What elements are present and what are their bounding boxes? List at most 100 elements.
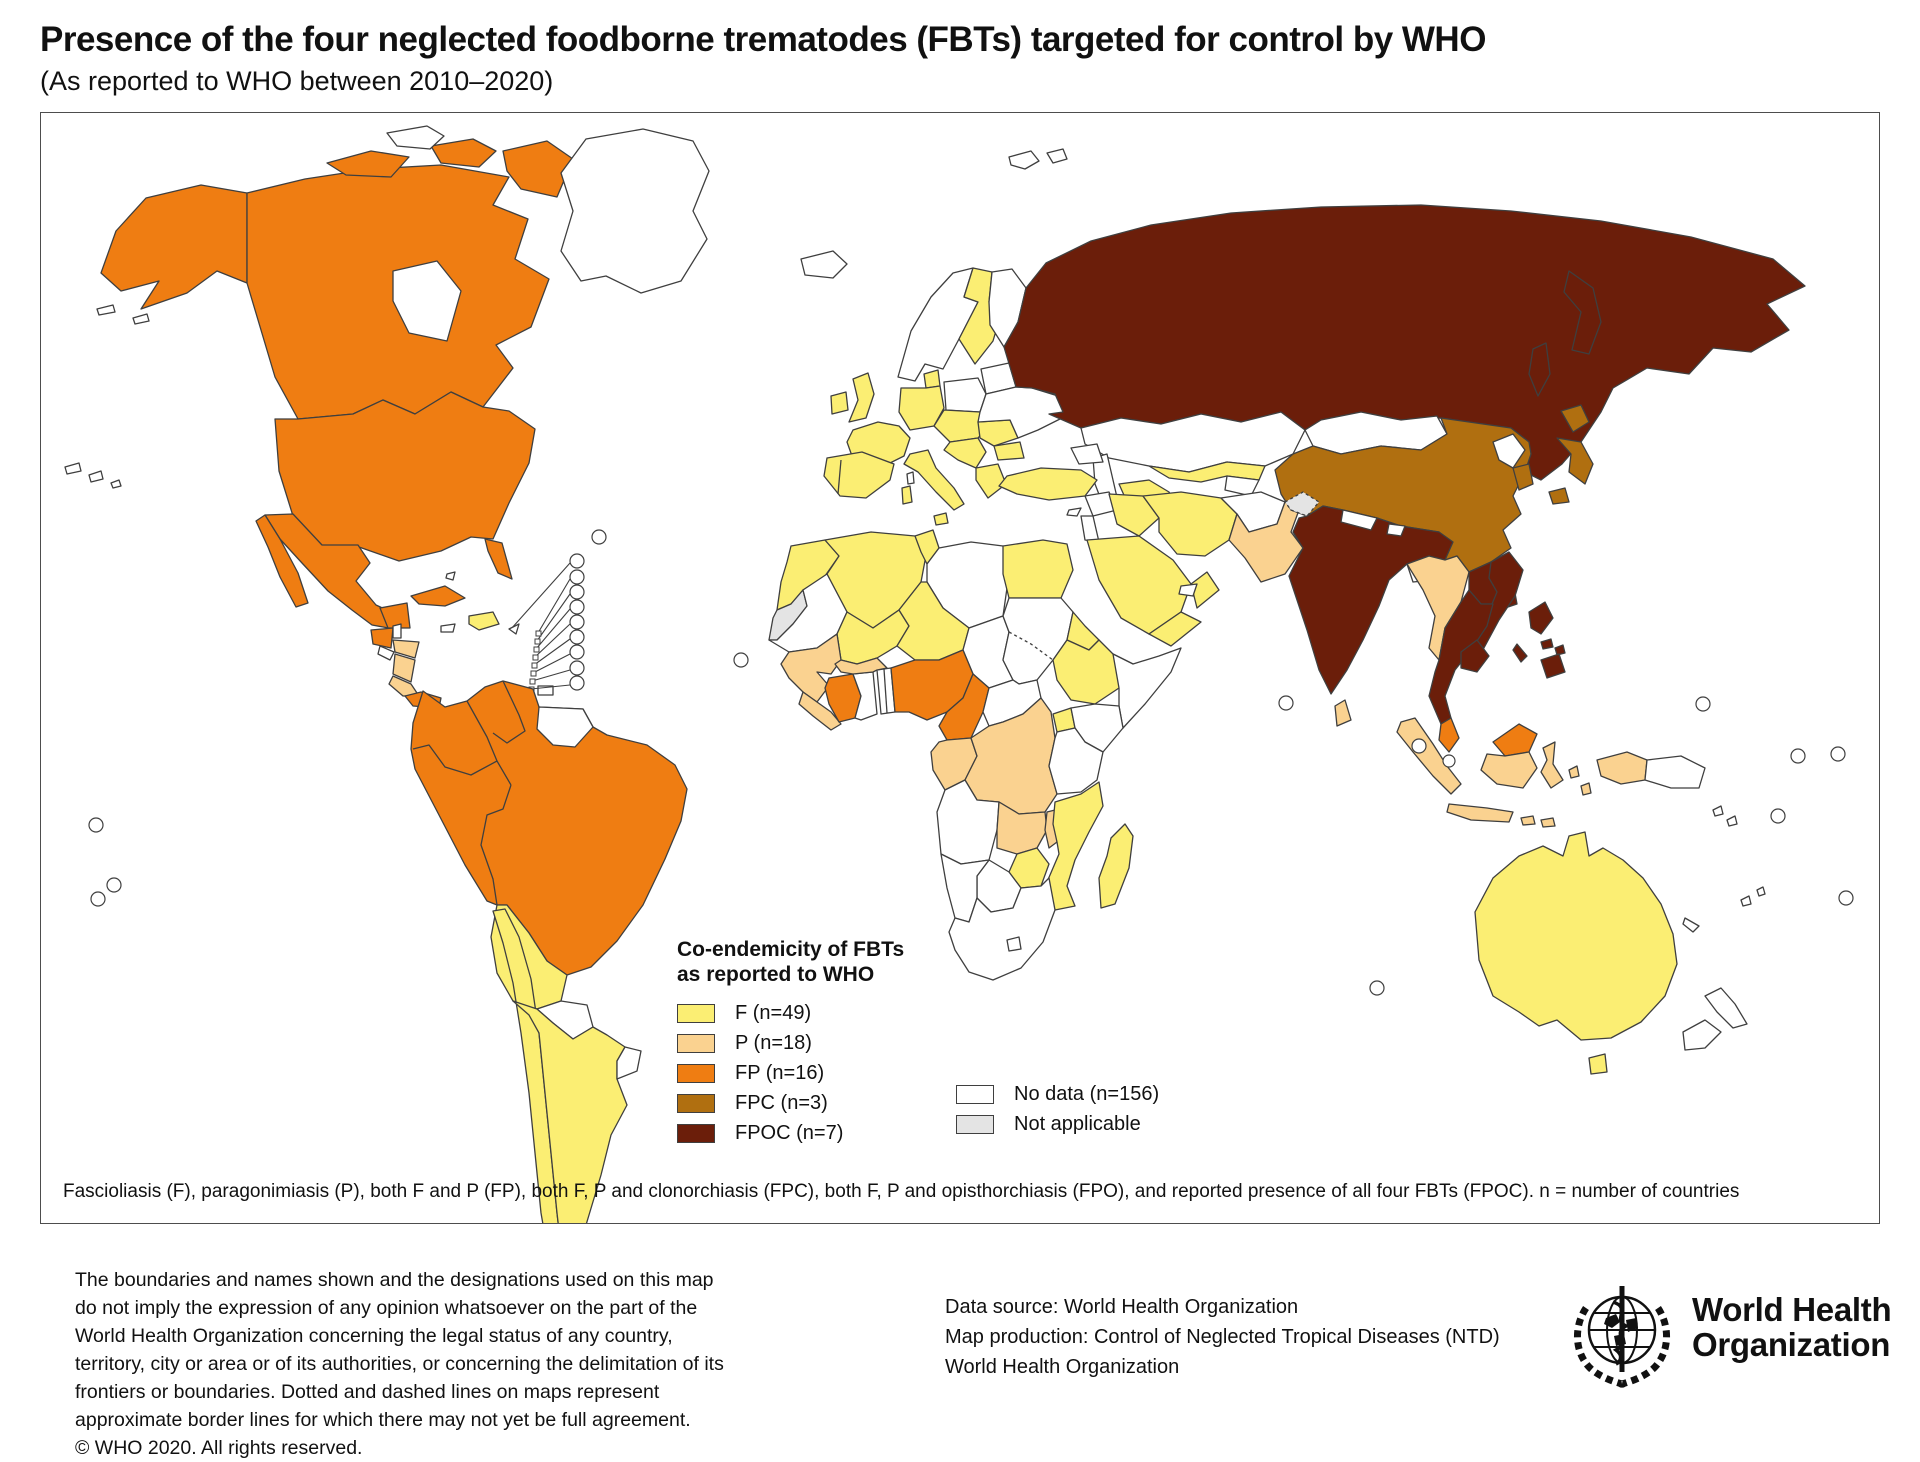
svalbard-1	[1008, 150, 1040, 170]
legend-title-line1: Co-endemicity of FBTs	[677, 938, 905, 961]
legend-row-na: Not applicable	[956, 1109, 1159, 1139]
western-balkans	[943, 437, 987, 469]
legend-row-F: F (n=49)	[677, 998, 904, 1028]
portugal-border	[837, 459, 842, 495]
country-greece	[975, 463, 1007, 499]
togo-benin-border	[883, 668, 888, 714]
south-america-fp-block	[410, 680, 688, 976]
legend-label-P: P (n=18)	[735, 1031, 812, 1054]
fiji-1	[1740, 895, 1752, 907]
arctic-island-3	[386, 125, 445, 150]
philippines-palawan	[1512, 643, 1528, 663]
country-italy	[903, 449, 965, 511]
copyright-text: © WHO 2020. All rights reserved.	[75, 1437, 363, 1459]
indonesia-sulawesi	[1540, 741, 1564, 789]
small-island-circles	[88, 529, 1854, 996]
iberia	[823, 451, 895, 499]
country-south-korea	[1512, 463, 1534, 491]
baffin-island	[502, 140, 574, 198]
fiji-2	[1756, 886, 1766, 897]
florida	[484, 538, 513, 580]
country-madagascar	[1098, 823, 1134, 909]
who-logo: World Health Organization	[1566, 1278, 1892, 1390]
country-bahamas	[445, 571, 456, 581]
country-honduras	[392, 639, 420, 659]
boundaries-disclaimer: The boundaries and names shown and the d…	[75, 1266, 737, 1462]
country-el-salvador	[377, 645, 395, 661]
hudson-bay	[392, 260, 462, 342]
country-kazakhstan	[1080, 411, 1306, 473]
corsica	[906, 471, 915, 485]
new-zealand-south	[1682, 1019, 1722, 1051]
country-iran	[1142, 491, 1238, 557]
japan-hokkaido	[1560, 404, 1590, 433]
moluccas-2	[1580, 782, 1592, 796]
sudan-dashed-border	[1008, 631, 1054, 661]
malaysia-borneo	[1492, 723, 1538, 757]
sardinia	[901, 485, 913, 505]
country-egypt	[1002, 539, 1074, 599]
arctic-island-2	[430, 138, 497, 168]
new-zealand-north	[1704, 987, 1748, 1029]
legend-row-FP: FP (n=16)	[677, 1058, 904, 1088]
japan-kyushu	[1548, 487, 1570, 505]
country-alaska	[100, 184, 248, 310]
yucatan	[379, 602, 411, 629]
legend-swatch-nodata	[956, 1084, 994, 1104]
legend-swatch-P	[677, 1033, 715, 1053]
kashmir-disputed	[1284, 491, 1320, 517]
philippines-visayas-2	[1554, 644, 1566, 656]
legend-label-FPOC: FPOC (n=7)	[735, 1121, 844, 1144]
country-iceland	[800, 250, 848, 279]
svalbard-2	[1046, 148, 1068, 164]
country-ireland	[830, 391, 849, 415]
indonesia-sumatra	[1396, 717, 1462, 795]
country-chile	[492, 908, 559, 1223]
disclaimer-text: The boundaries and names shown and the d…	[75, 1269, 724, 1431]
hispaniola	[468, 611, 500, 631]
country-australia	[1474, 831, 1678, 1041]
country-iraq	[1108, 493, 1160, 537]
japan-honshu	[1556, 437, 1594, 485]
papua-new-guinea	[1644, 755, 1706, 789]
philippines-luzon	[1528, 601, 1554, 635]
legend-label-FPC: FPC (n=3)	[735, 1091, 828, 1114]
country-nicaragua	[392, 653, 416, 683]
legend-swatch-na	[956, 1114, 994, 1134]
data-source-line: Data source: World Health Organization	[945, 1296, 1299, 1318]
country-bulgaria	[993, 441, 1025, 461]
country-jamaica	[440, 623, 456, 633]
country-turkey	[998, 467, 1098, 501]
aleutian-islands	[96, 304, 150, 325]
country-greenland	[560, 128, 710, 294]
legend-label-F: F (n=49)	[735, 1001, 812, 1024]
caucasus	[1070, 443, 1104, 465]
country-south-africa	[948, 877, 1056, 981]
country-belize	[392, 623, 402, 639]
country-cyprus	[1066, 507, 1082, 517]
country-north-korea	[1492, 433, 1526, 469]
hawaii-islands	[64, 462, 122, 489]
country-nepal	[1340, 509, 1378, 531]
sicily	[933, 512, 949, 526]
indonesia-kalimantan	[1480, 751, 1538, 789]
indonesia-papua	[1596, 751, 1648, 785]
legend-title-line2: as reported to WHO	[677, 963, 875, 986]
legend-swatch-FPOC	[677, 1123, 715, 1143]
levant	[1080, 515, 1100, 543]
country-uruguay	[616, 1046, 642, 1080]
data-source-block: Data source: World Health Organization M…	[945, 1292, 1500, 1382]
country-cambodia	[1460, 639, 1490, 673]
country-uae	[1178, 583, 1198, 597]
page-title: Presence of the four neglected foodborne…	[40, 20, 1486, 59]
country-guatemala	[370, 627, 394, 649]
new-caledonia	[1682, 917, 1700, 933]
legend-row-nodata: No data (n=156)	[956, 1079, 1159, 1109]
country-uk	[848, 372, 875, 423]
sa-internal-borders	[412, 680, 526, 906]
country-pakistan	[1228, 501, 1304, 583]
map-production-line2: World Health Organization	[945, 1356, 1180, 1378]
legend-swatch-FP	[677, 1063, 715, 1083]
caribbean-leader-lines	[508, 553, 585, 693]
legend-swatch-FPC	[677, 1093, 715, 1113]
